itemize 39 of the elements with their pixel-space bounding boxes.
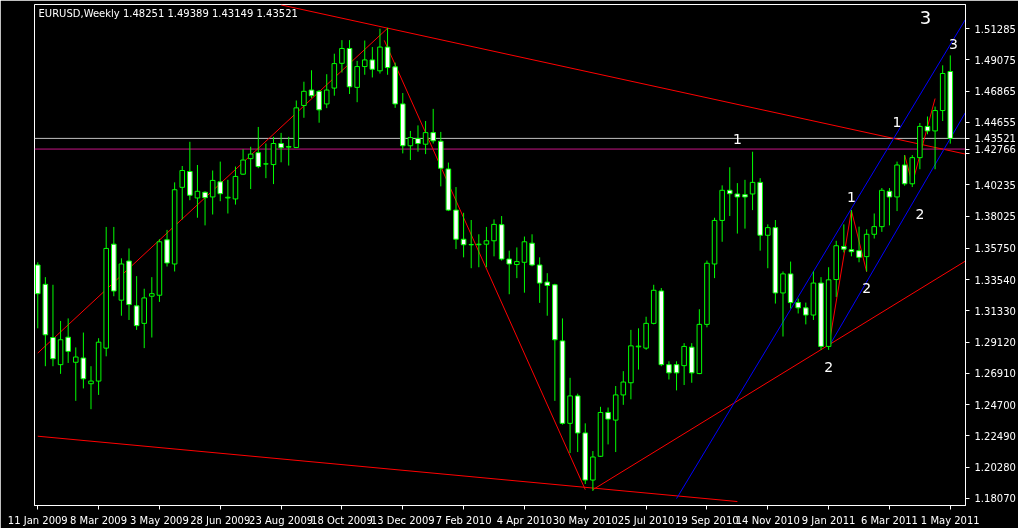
y-tick-label: 1.44655 (974, 117, 1016, 129)
x-tick-label: 25 Jul 2010 (617, 514, 675, 526)
chart-title: EURUSD,Weekly 1.48251 1.49389 1.43149 1.43521 (38, 7, 298, 19)
annotation: 2 (824, 358, 834, 375)
annotation: 2 (915, 205, 925, 222)
ref-line-label: 1.42766 (974, 144, 1016, 156)
x-tick-label: 28 Jun 2009 (190, 514, 251, 526)
x-tick-label: 18 Oct 2009 (311, 514, 373, 526)
y-tick-label: 1.26910 (974, 368, 1016, 380)
y-tick-label: 1.46865 (974, 86, 1016, 98)
y-tick-label: 1.20280 (974, 462, 1016, 474)
x-tick-label: 8 Mar 2009 (70, 514, 128, 526)
x-tick-label: 1 May 2011 (920, 514, 980, 526)
x-tick-label: 9 Jan 2011 (801, 514, 856, 526)
annotation: 2 (862, 280, 872, 297)
y-tick-label: 1.18070 (974, 493, 1016, 505)
x-tick-label: 7 Feb 2010 (435, 514, 492, 526)
ref-line-label: 1.43521 (974, 133, 1016, 145)
y-tick-label: 1.33540 (974, 274, 1016, 286)
x-tick-label: 30 May 2010 (552, 514, 618, 526)
annotation: 3 (919, 6, 932, 28)
y-tick-label: 1.24700 (974, 399, 1016, 411)
y-tick-label: 1.51285 (974, 23, 1016, 35)
annotation: 1 (892, 114, 902, 131)
x-tick-label: 11 Jan 2009 (7, 514, 68, 526)
x-tick-label: 4 Apr 2010 (496, 514, 553, 526)
x-tick-label: 19 Sep 2010 (675, 514, 739, 526)
y-tick-label: 1.35750 (974, 243, 1016, 255)
x-tick-label: 3 May 2009 (130, 514, 189, 526)
y-tick-label: 1.31330 (974, 305, 1016, 317)
annotation: 3 (949, 36, 959, 53)
y-tick-label: 1.38025 (974, 211, 1016, 223)
x-tick-label: 6 Mar 2011 (860, 514, 918, 526)
x-tick-label: 23 Aug 2009 (249, 514, 314, 526)
y-tick-label: 1.29120 (974, 337, 1016, 349)
y-tick-label: 1.49075 (974, 54, 1016, 66)
annotation: 1 (846, 189, 856, 206)
y-tick-label: 1.22490 (974, 430, 1016, 442)
y-tick-label: 1.40235 (974, 179, 1016, 191)
